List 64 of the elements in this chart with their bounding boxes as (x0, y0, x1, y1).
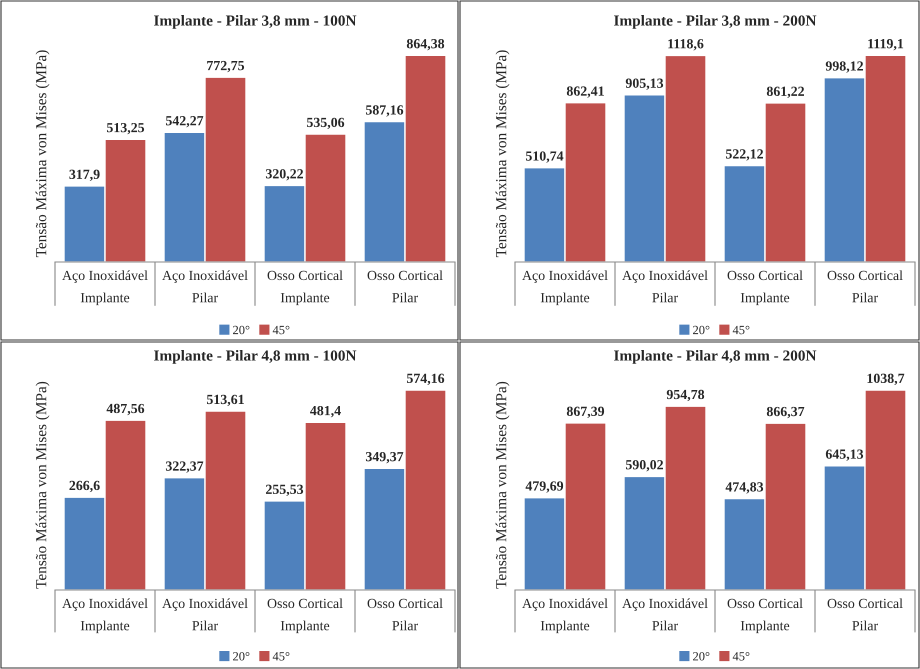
x-tick-label: Osso Cortical Implante (268, 270, 343, 306)
x-tick-label: Osso Cortical Implante (268, 598, 343, 634)
legend-label: 20° (693, 326, 710, 334)
chart-title: Implante - Pilar 4,8 mm - 200N (614, 350, 816, 364)
legend-label: 20° (693, 652, 710, 661)
data-label: 513,61 (206, 394, 244, 406)
y-axis-title: Tensão Máxima von Mises (MPa) (496, 382, 510, 589)
data-label: 481,4 (310, 406, 341, 418)
data-label: 320,22 (266, 169, 303, 180)
data-label: 862,41 (566, 86, 604, 98)
data-label: 998,12 (826, 61, 863, 73)
data-label: 542,27 (166, 116, 204, 128)
y-axis-title: Tensão Máxima von Mises (MPa) (496, 50, 510, 258)
data-label: 867,39 (566, 406, 604, 418)
data-label: 510,74 (526, 151, 564, 163)
x-tick-label: Osso Cortical Pilar (828, 270, 903, 302)
x-tick-label: Aço Inoxidável Pilar (162, 270, 248, 302)
x-tick-label: Aço Inoxidável Implante (62, 598, 148, 634)
chart-title: Implante - Pilar 4,8 mm - 100N (154, 350, 356, 364)
y-axis-title: Tensão Máxima von Mises (MPa) (36, 382, 50, 589)
x-tick-label: Osso Cortical Implante (728, 598, 803, 634)
data-label: 590,02 (626, 460, 663, 472)
data-label: 587,16 (366, 105, 404, 117)
data-label: 487,56 (106, 404, 144, 416)
data-label: 645,13 (826, 449, 864, 461)
x-tick-label: Aço Inoxidável Pilar (622, 270, 708, 302)
data-label: 479,69 (526, 481, 564, 493)
data-label: 954,78 (666, 390, 704, 402)
data-label: 905,13 (626, 78, 664, 90)
data-label: 574,16 (406, 374, 444, 386)
data-label: 1119,1 (868, 39, 904, 50)
x-tick-label: Osso Cortical Pilar (368, 598, 443, 630)
data-label: 474,83 (726, 482, 764, 494)
legend-label: 20° (233, 652, 250, 661)
legend-label: 45° (272, 326, 290, 334)
data-label: 522,12 (726, 149, 763, 161)
data-label: 317,9 (69, 170, 100, 182)
x-tick-label: Osso Cortical Pilar (368, 270, 443, 302)
data-label: 535,06 (306, 118, 344, 130)
data-label: 1118,6 (668, 39, 704, 50)
x-tick-label: Osso Cortical Pilar (828, 598, 903, 630)
x-tick-label: Aço Inoxidável Implante (522, 270, 608, 306)
legend-label: 45° (272, 652, 290, 661)
y-axis-title: Tensão Máxima von Mises (MPa) (36, 50, 50, 258)
data-label: 772,75 (207, 60, 244, 72)
chart-title: Implante - Pilar 3,8 mm - 100N (154, 14, 356, 29)
data-label: 864,38 (406, 38, 444, 50)
data-label: 1038,7 (868, 374, 904, 386)
data-label: 322,37 (166, 461, 204, 473)
x-tick-label: Aço Inoxidável Implante (522, 598, 608, 634)
x-tick-label: Aço Inoxidável Implante (62, 270, 148, 306)
data-label: 255,53 (266, 484, 304, 496)
x-tick-label: Aço Inoxidável Pilar (162, 598, 248, 630)
legend-label: 45° (732, 652, 750, 661)
legend-label: 45° (732, 326, 750, 334)
data-label: 861,22 (766, 86, 804, 98)
x-tick-label: Osso Cortical Implante (728, 270, 803, 306)
data-label: 349,37 (366, 452, 404, 464)
x-tick-label: Aço Inoxidável Pilar (622, 598, 708, 630)
data-label: 513,25 (106, 122, 144, 134)
legend-label: 20° (233, 326, 250, 334)
data-label: 266,6 (69, 480, 100, 492)
data-label: 866,37 (766, 406, 804, 418)
chart-title: Implante - Pilar 3,8 mm - 200N (614, 14, 816, 29)
